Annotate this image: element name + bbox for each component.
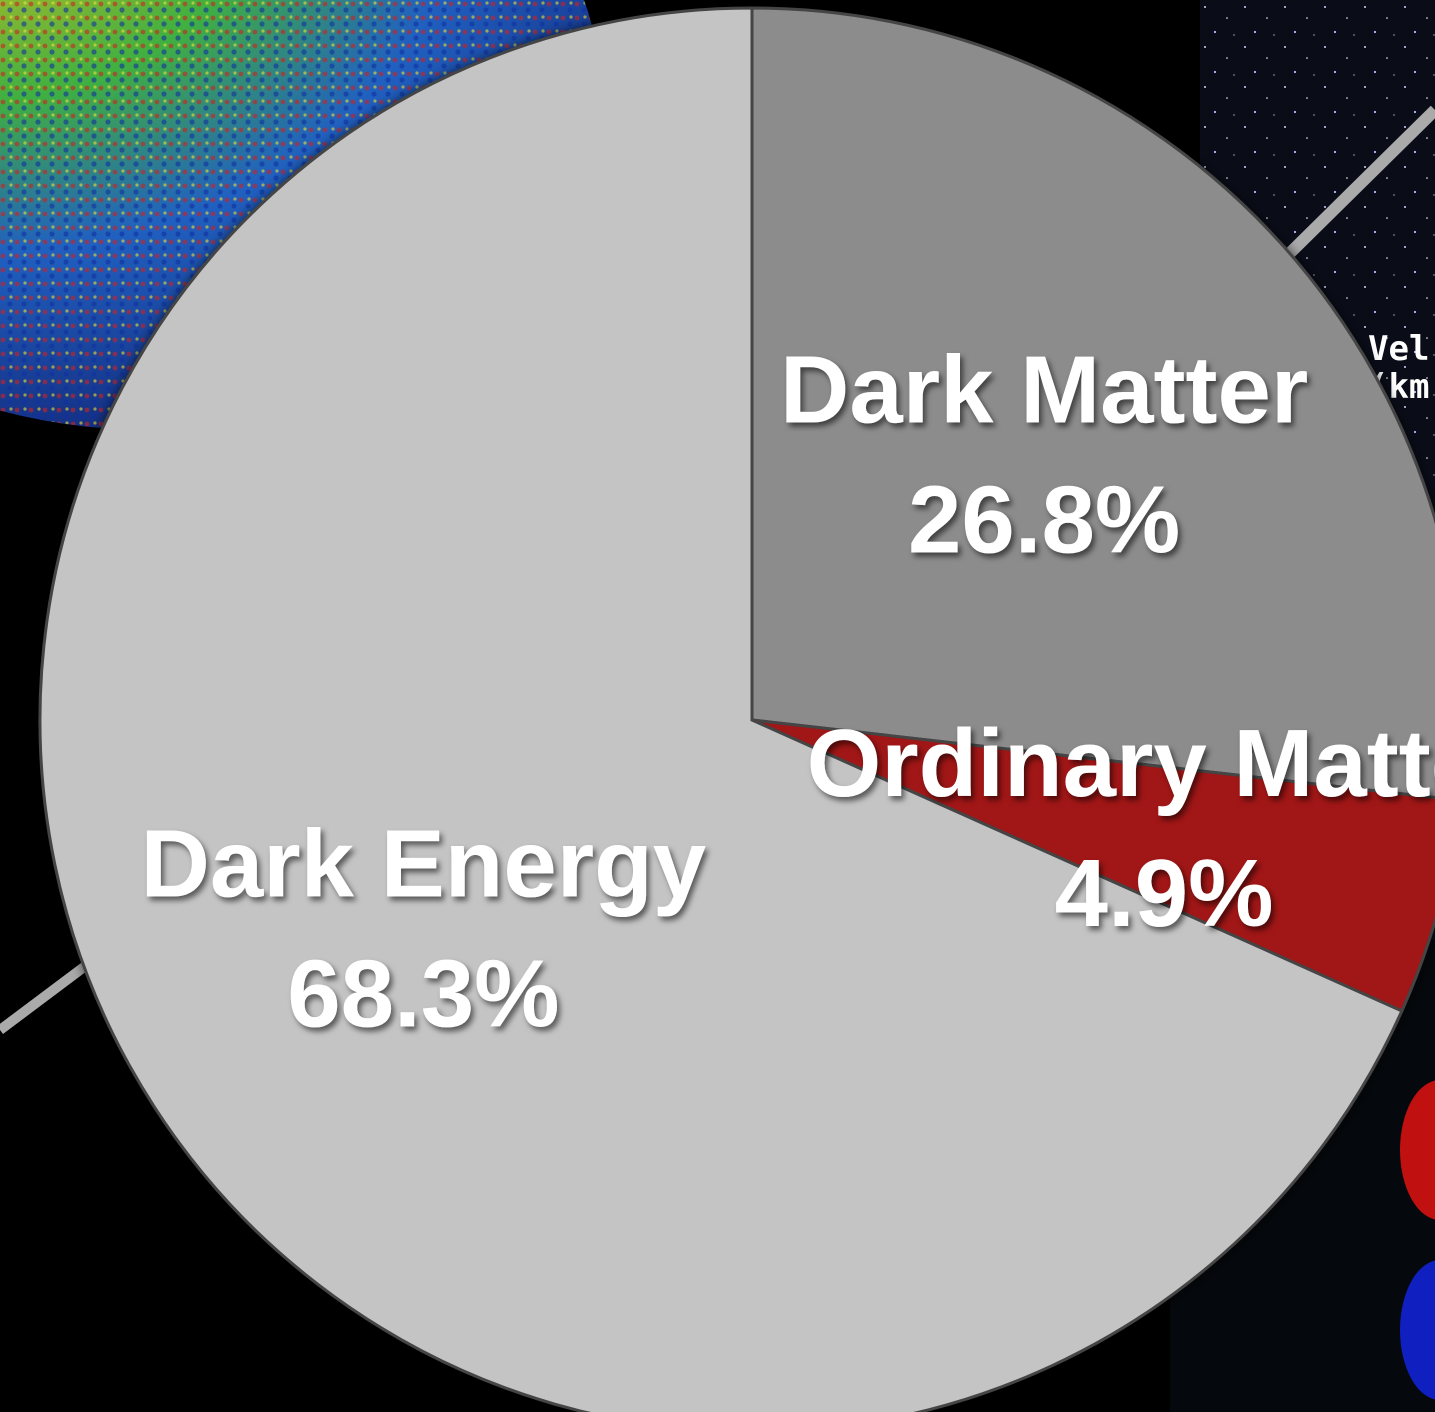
slice-label: Dark Matter [780, 337, 1308, 444]
slice-value-label: 26.8% [908, 467, 1180, 574]
slice-value-label: 4.9% [1055, 840, 1274, 947]
pie-slice [751, 718, 1435, 1013]
pie-slice [38, 6, 1404, 1412]
slice-label: Dark Energy [141, 810, 707, 917]
slice-label: Ordinary Matter [807, 710, 1435, 817]
pie-slice [750, 6, 1435, 800]
slice-value-label: 68.3% [287, 940, 559, 1047]
red-blob [1400, 1080, 1435, 1220]
annotation: Vel [1368, 329, 1429, 369]
blue-blob [1400, 1260, 1435, 1400]
